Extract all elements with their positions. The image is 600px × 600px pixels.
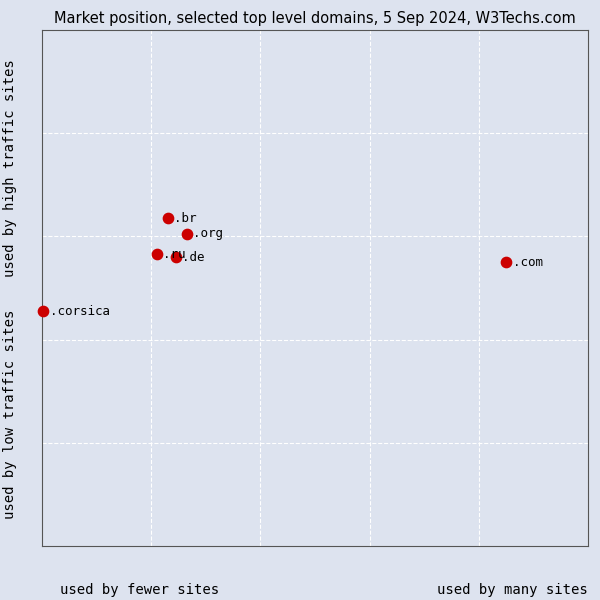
- Text: .corsica: .corsica: [50, 305, 110, 318]
- Point: [38, 307, 48, 316]
- Text: used by many sites: used by many sites: [437, 583, 588, 597]
- Point: [502, 257, 511, 267]
- Text: .de: .de: [182, 251, 205, 263]
- Title: Market position, selected top level domains, 5 Sep 2024, W3Techs.com: Market position, selected top level doma…: [54, 11, 576, 26]
- Text: .com: .com: [512, 256, 542, 269]
- Text: used by low traffic sites: used by low traffic sites: [3, 310, 17, 518]
- Text: .ru: .ru: [163, 248, 186, 261]
- Text: .org: .org: [193, 227, 223, 241]
- Point: [152, 250, 161, 259]
- Point: [171, 252, 181, 262]
- Point: [182, 229, 191, 239]
- Text: used by fewer sites: used by fewer sites: [60, 583, 219, 597]
- Text: used by high traffic sites: used by high traffic sites: [3, 59, 17, 277]
- Point: [163, 214, 172, 223]
- Text: .br: .br: [174, 212, 197, 225]
